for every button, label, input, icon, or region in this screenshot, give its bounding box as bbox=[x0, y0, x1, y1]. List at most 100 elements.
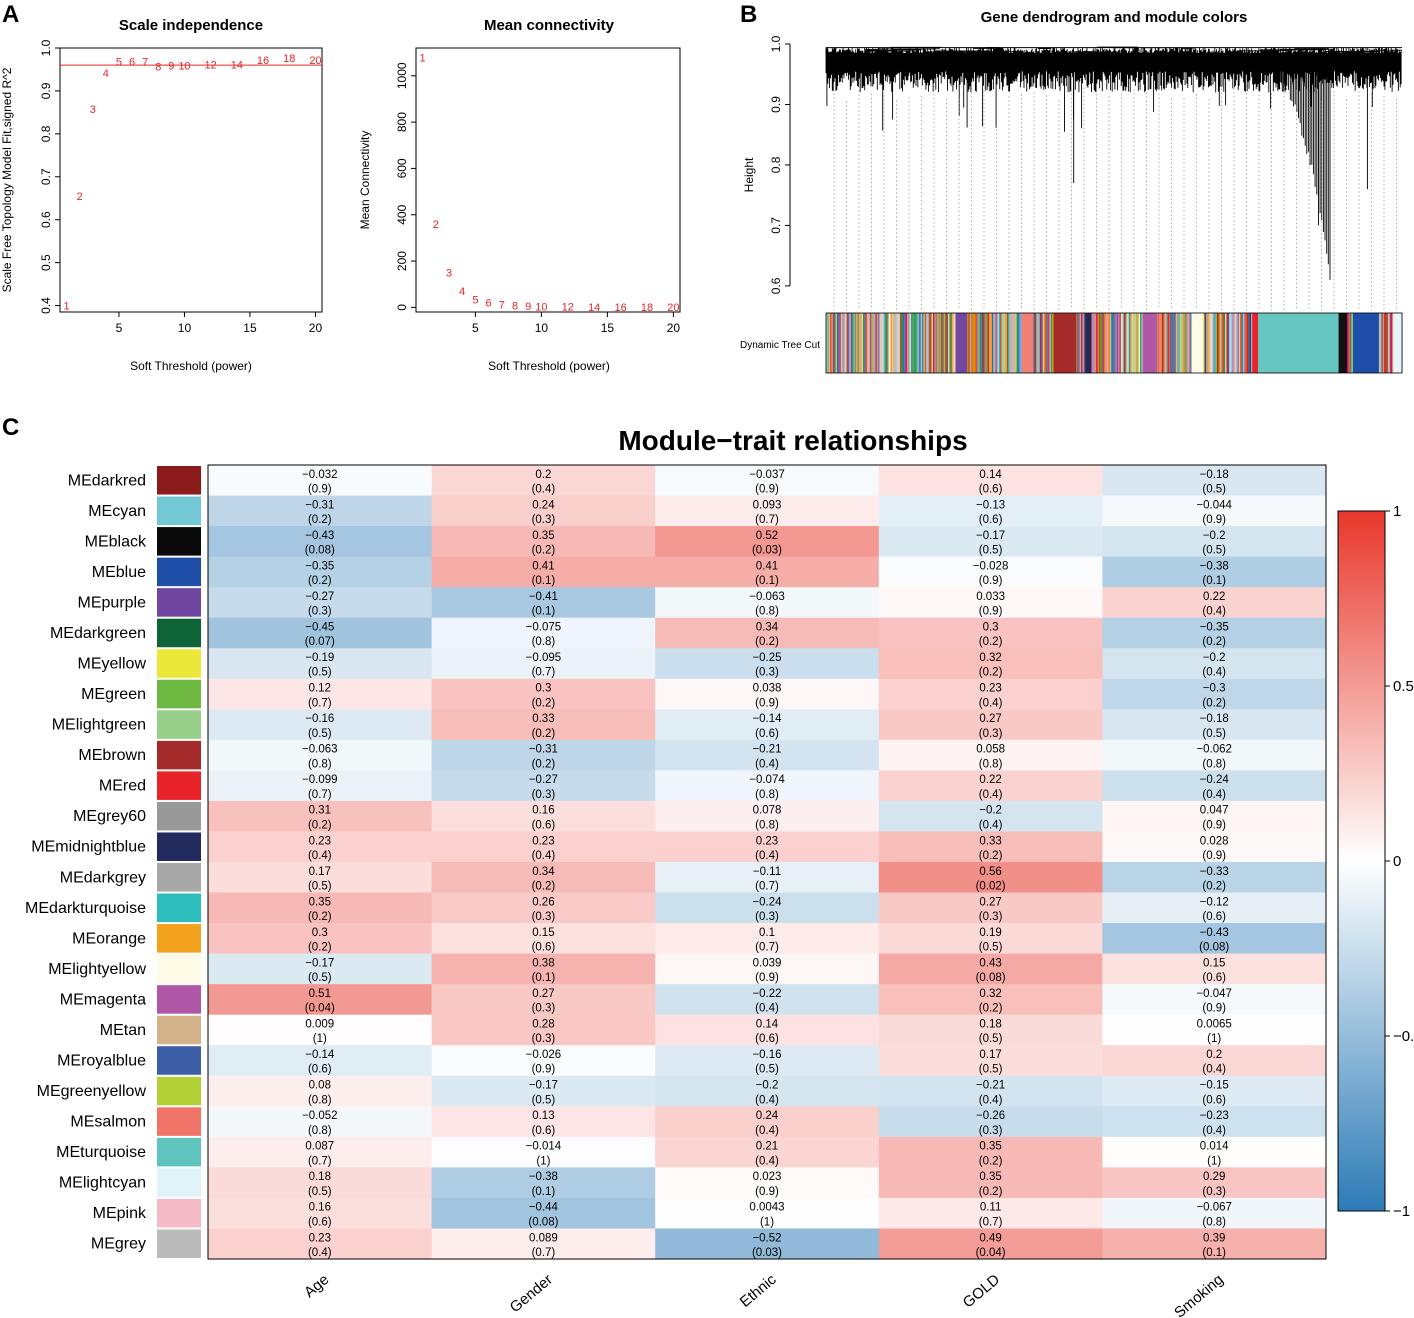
cell-pvalue: (1) bbox=[1207, 1155, 1221, 1167]
heatmap-cell bbox=[431, 709, 656, 741]
heatmap-cell bbox=[655, 800, 880, 832]
module-color-strip bbox=[856, 313, 858, 373]
module-color-strip bbox=[1160, 313, 1163, 373]
heatmap-cell bbox=[208, 892, 433, 924]
module-color-strip bbox=[1082, 313, 1085, 373]
module-color-strip bbox=[930, 313, 932, 373]
x-axis-label: Soft Threshold (power) bbox=[488, 359, 610, 373]
cell-correlation: −0.27 bbox=[529, 774, 558, 786]
module-color-strip bbox=[1007, 313, 1009, 373]
heatmap-cell bbox=[655, 862, 880, 894]
cell-pvalue: (0.6) bbox=[308, 1064, 332, 1076]
cell-pvalue: (0.9) bbox=[755, 697, 779, 709]
data-point-label: 5 bbox=[116, 57, 122, 69]
module-color-strip bbox=[980, 313, 983, 373]
module-color-strip bbox=[1122, 313, 1124, 373]
x-tick-label: 15 bbox=[601, 321, 615, 335]
cell-pvalue: (0.2) bbox=[1202, 880, 1226, 892]
cell-pvalue: (0.08) bbox=[528, 1216, 558, 1228]
module-color-strip bbox=[996, 313, 998, 373]
module-color-strip bbox=[1389, 313, 1392, 373]
data-point-label: 8 bbox=[155, 61, 161, 73]
module-color-strip bbox=[1188, 313, 1190, 373]
cell-correlation: 0.089 bbox=[529, 1232, 558, 1244]
cell-correlation: 0.27 bbox=[979, 896, 1001, 908]
y-tick-label: 0.5 bbox=[39, 254, 53, 271]
heatmap-cell bbox=[1102, 556, 1327, 588]
row-label: MEpurple bbox=[78, 594, 147, 611]
module-color-strip bbox=[997, 313, 1000, 373]
module-color-strip bbox=[826, 313, 828, 373]
heatmap-cell bbox=[431, 1197, 656, 1229]
data-point-label: 14 bbox=[231, 59, 243, 71]
dynamic-tree-cut-label: Dynamic Tree Cut bbox=[740, 340, 820, 351]
module-color-strip bbox=[1241, 313, 1244, 373]
heatmap-cell bbox=[431, 739, 656, 771]
module-color-strip bbox=[915, 313, 917, 373]
module-color-strip bbox=[1124, 313, 1127, 373]
module-color-strip bbox=[1012, 313, 1015, 373]
y-tick-label: 200 bbox=[395, 251, 409, 271]
row-label: MEdarkgreen bbox=[50, 625, 146, 642]
heatmap-cell bbox=[1102, 617, 1327, 649]
cell-correlation: 0.23 bbox=[532, 835, 554, 847]
module-color-strip bbox=[909, 313, 912, 373]
module-color-strip bbox=[970, 313, 972, 373]
cell-pvalue: (0.2) bbox=[532, 880, 556, 892]
colorbar bbox=[1337, 510, 1386, 1212]
cell-pvalue: (0.6) bbox=[532, 1125, 556, 1137]
cell-pvalue: (0.7) bbox=[308, 789, 332, 801]
cell-correlation: 0.11 bbox=[980, 1202, 1002, 1214]
module-color-strip bbox=[1159, 313, 1162, 373]
panel-label-a: A bbox=[2, 1, 19, 28]
row-label: MEgrey60 bbox=[73, 808, 146, 825]
heatmap-cell bbox=[1102, 800, 1327, 832]
module-color-strip bbox=[1100, 313, 1103, 373]
cell-correlation: 0.087 bbox=[305, 1141, 334, 1153]
row-label: MEgrey bbox=[91, 1236, 146, 1253]
data-point-label: 7 bbox=[499, 300, 505, 312]
heatmap-cell bbox=[431, 556, 656, 588]
data-point-label: 3 bbox=[446, 268, 452, 280]
data-point-label: 10 bbox=[535, 301, 547, 313]
heatmap-cell bbox=[431, 526, 656, 558]
module-color-strip bbox=[1120, 313, 1123, 373]
module-color-strip bbox=[1105, 313, 1108, 373]
row-label: MElightyellow bbox=[48, 961, 146, 978]
module-color-strip bbox=[1205, 313, 1208, 373]
module-color-strip bbox=[1141, 313, 1144, 373]
module-color-strip bbox=[1119, 313, 1122, 373]
heatmap-cell bbox=[655, 678, 880, 710]
cell-correlation: −0.052 bbox=[302, 1110, 338, 1122]
row-label: MEbrown bbox=[78, 747, 146, 764]
cell-pvalue: (0.2) bbox=[308, 911, 332, 923]
cell-correlation: −0.15 bbox=[1200, 1080, 1229, 1092]
module-color-strip bbox=[1208, 313, 1211, 373]
module-color-strip bbox=[975, 313, 978, 373]
module-color-block bbox=[1085, 313, 1091, 373]
cell-pvalue: (0.5) bbox=[308, 728, 332, 740]
module-color-strip bbox=[976, 313, 979, 373]
cell-correlation: −0.31 bbox=[529, 744, 558, 756]
module-color-block bbox=[1053, 313, 1077, 373]
cell-correlation: −0.25 bbox=[752, 652, 781, 664]
cell-pvalue: (0.3) bbox=[1202, 1186, 1226, 1198]
heatmap-cell bbox=[431, 892, 656, 924]
module-color-strip bbox=[978, 313, 980, 373]
heatmap-cell bbox=[208, 739, 433, 771]
heatmap-cell bbox=[878, 709, 1103, 741]
cell-pvalue: (0.08) bbox=[1199, 942, 1229, 954]
module-swatch bbox=[157, 985, 201, 1014]
cell-pvalue: (0.3) bbox=[755, 911, 779, 923]
x-tick-label: 20 bbox=[309, 321, 323, 335]
heatmap-cell bbox=[655, 831, 880, 863]
cell-correlation: −0.11 bbox=[753, 866, 781, 878]
panel-label-b: B bbox=[740, 1, 757, 28]
cell-pvalue: (0.7) bbox=[979, 1216, 1003, 1228]
module-color-strip bbox=[1078, 313, 1081, 373]
cell-pvalue: (0.7) bbox=[308, 697, 332, 709]
module-color-strip bbox=[1181, 313, 1183, 373]
module-color-strip bbox=[898, 313, 901, 373]
cell-correlation: −0.044 bbox=[1196, 499, 1232, 511]
module-color-block bbox=[1353, 313, 1379, 373]
